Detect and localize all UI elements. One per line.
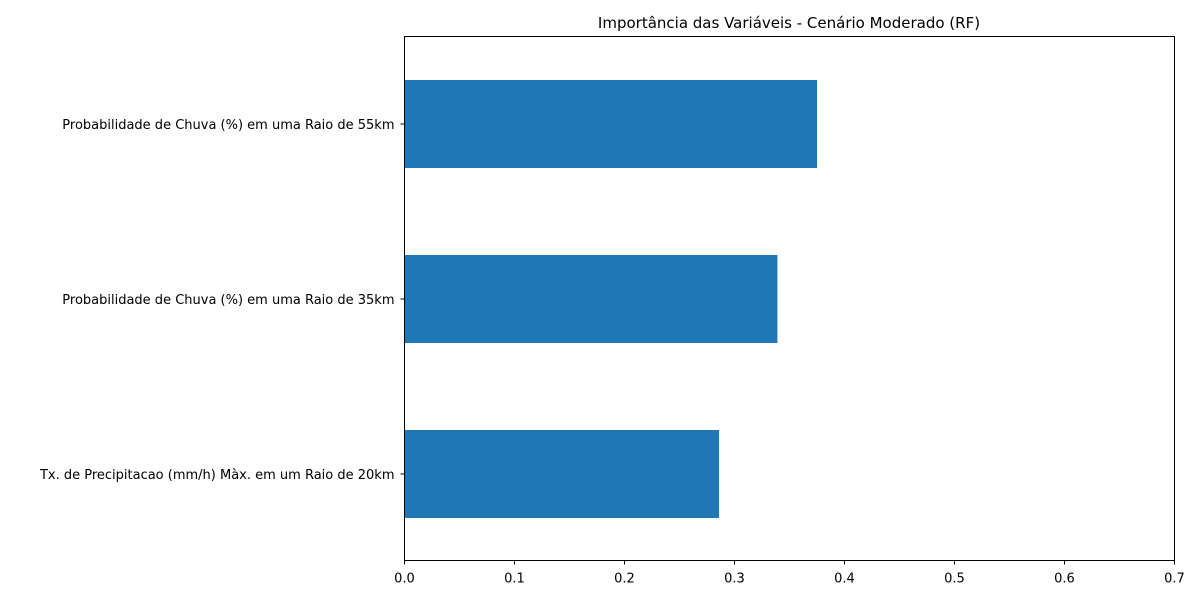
x-axis-ticks: 0.0 0.1 0.2 0.3 0.4 0.5 0.6 0.7 — [394, 560, 1185, 587]
plot-frame — [404, 36, 1175, 561]
bar — [404, 430, 720, 518]
bars-layer — [404, 80, 817, 518]
y-tick-label: Probabilidade de Chuva (%) em uma Raio d… — [62, 118, 394, 133]
bar — [404, 80, 817, 168]
y-tick-label: Probabilidade de Chuva (%) em uma Raio d… — [62, 293, 394, 308]
bar — [404, 255, 778, 343]
x-tick-label: 0.6 — [1054, 572, 1075, 587]
x-tick-label: 0.4 — [834, 572, 855, 587]
x-tick-label: 0.5 — [944, 572, 965, 587]
x-tick-label: 0.7 — [1164, 572, 1185, 587]
chart-title: Importância das Variáveis - Cenário Mode… — [598, 14, 980, 32]
x-tick-label: 0.1 — [504, 572, 525, 587]
x-tick-label: 0.2 — [614, 572, 635, 587]
y-tick-label: Tx. de Precipitacao (mm/h) Màx. em um Ra… — [39, 468, 395, 483]
x-tick-label: 0.0 — [394, 572, 415, 587]
x-tick-label: 0.3 — [724, 572, 745, 587]
y-axis-ticks: Probabilidade de Chuva (%) em uma Raio d… — [39, 118, 405, 483]
